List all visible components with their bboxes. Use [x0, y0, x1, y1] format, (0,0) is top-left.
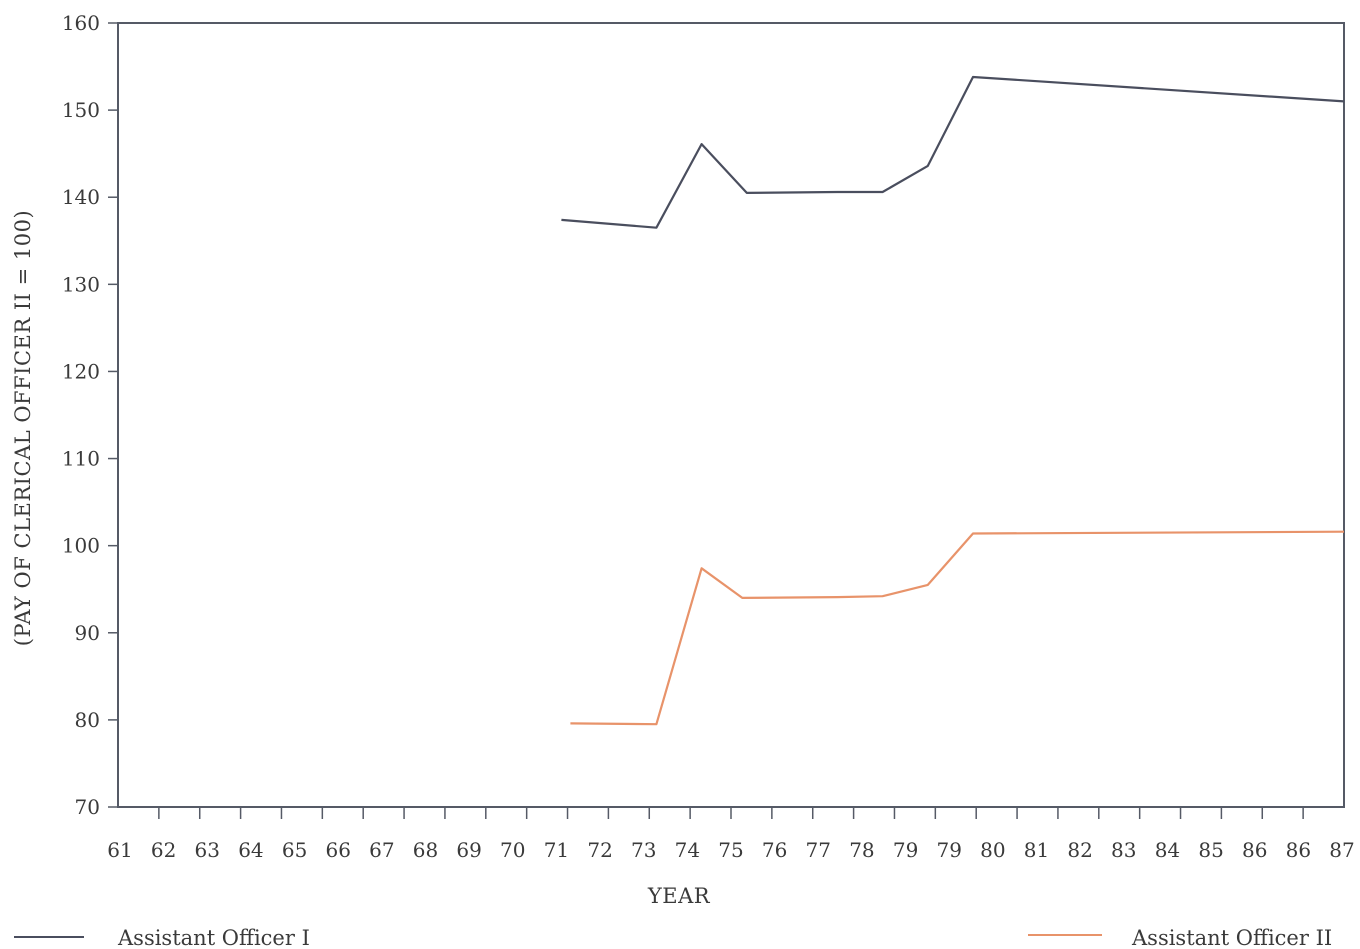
y-tick-label: 90: [75, 621, 100, 645]
x-tick-label: 61: [107, 838, 132, 862]
y-tick-label: 150: [62, 98, 100, 122]
series-line-assistant-officer-ii: [570, 530, 1345, 726]
x-tick-label: 77: [806, 838, 831, 862]
x-tick-label: 72: [587, 838, 612, 862]
x-tick-label: 73: [631, 838, 656, 862]
y-tick-label: 120: [62, 359, 100, 383]
y-tick-label: 130: [62, 272, 100, 296]
x-axis: 61 62 63 64 65 66 67 68 69 70 71 72 73 74 75 76 77 78 79 79…: [107, 807, 1355, 862]
x-axis-title: YEAR: [647, 884, 711, 908]
x-tick-label: 86: [1286, 838, 1311, 862]
plot-frame: [117, 22, 1345, 808]
legend-label-assistant-officer-ii: Assistant Officer II: [1131, 926, 1332, 949]
x-tick-label: 82: [1067, 838, 1092, 862]
x-tick-label: 85: [1198, 838, 1223, 862]
x-tick-label: 87: [1329, 838, 1354, 862]
x-tick-label: 75: [718, 838, 743, 862]
y-axis: 70 80 90 100 110 120 130 140 150 160: [62, 11, 118, 819]
x-tick-label: 74: [675, 838, 700, 862]
x-tick-label: 78: [849, 838, 874, 862]
y-tick-label: 140: [62, 185, 100, 209]
legend: Assistant Officer I Assistant Officer II: [14, 926, 1332, 949]
x-tick-label: 76: [762, 838, 787, 862]
x-tick-label: 83: [1111, 838, 1136, 862]
x-tick-label: 71: [544, 838, 569, 862]
y-tick-label: 100: [62, 534, 100, 558]
x-tick-label: 70: [500, 838, 525, 862]
series-layer: [561, 75, 1345, 726]
x-tick-label: 63: [195, 838, 220, 862]
series-line-assistant-officer-i: [561, 75, 1345, 229]
x-tick-label: 68: [413, 838, 438, 862]
x-tick-label: 80: [980, 838, 1005, 862]
legend-label-assistant-officer-i: Assistant Officer I: [117, 926, 310, 949]
x-tick-label: 79: [936, 838, 961, 862]
x-tick-label: 79: [893, 838, 918, 862]
x-tick-label: 64: [238, 838, 263, 862]
y-tick-label: 70: [75, 795, 100, 819]
y-tick-label: 80: [75, 708, 100, 732]
y-axis-title: (PAY OF CLERICAL OFFICER II = 100): [11, 210, 35, 646]
x-tick-label: 62: [151, 838, 176, 862]
x-tick-label: 66: [325, 838, 350, 862]
y-tick-label: 160: [62, 11, 100, 35]
x-tick-label: 69: [456, 838, 481, 862]
y-tick-label: 110: [62, 447, 100, 471]
x-tick-label: 81: [1024, 838, 1049, 862]
x-tick-label: 65: [282, 838, 307, 862]
x-tick-label: 86: [1242, 838, 1267, 862]
x-tick-label: 84: [1155, 838, 1180, 862]
x-tick-label: 67: [369, 838, 394, 862]
